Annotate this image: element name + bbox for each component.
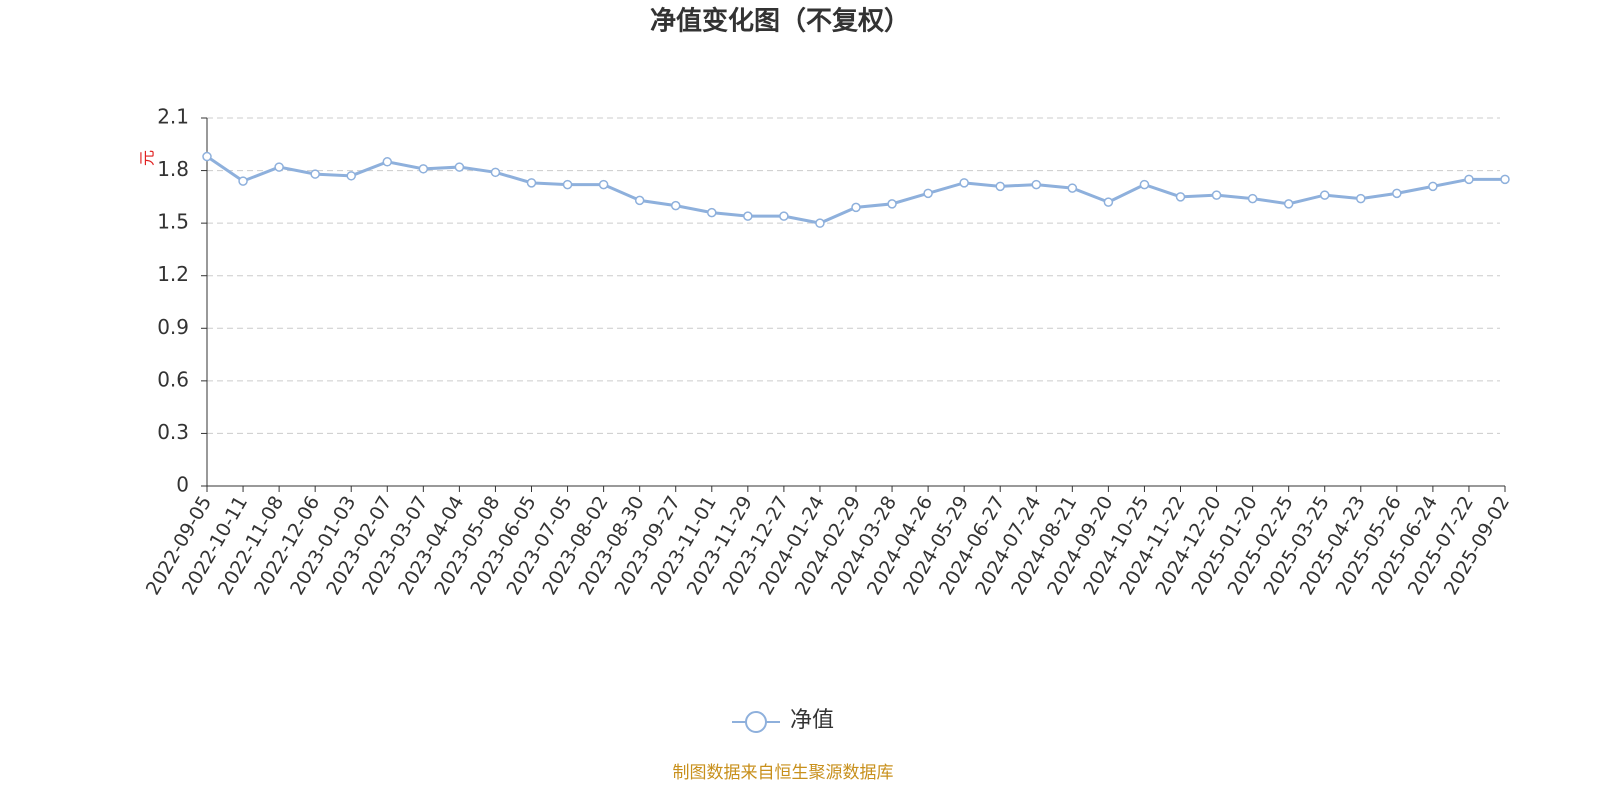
- y-tick-label: 0.6: [157, 367, 189, 391]
- legend-marker: [745, 711, 767, 733]
- point: [887, 199, 897, 209]
- point: [1500, 174, 1510, 185]
- point: [1247, 193, 1258, 204]
- point: [1283, 199, 1294, 209]
- point: [634, 195, 645, 206]
- point: [995, 181, 1005, 192]
- point: [1392, 188, 1402, 199]
- point: [346, 171, 356, 181]
- series-line: [206, 155, 1505, 225]
- point: [454, 162, 465, 172]
- point: [1031, 179, 1042, 190]
- y-tick-label: 1.5: [157, 210, 189, 234]
- y-tick-label: 1.8: [157, 157, 189, 181]
- point: [562, 179, 573, 190]
- y-tick-label: 2.1: [157, 105, 189, 129]
- point: [1464, 174, 1474, 185]
- y-tick-label: 0: [176, 473, 189, 497]
- point: [1139, 179, 1150, 190]
- point: [490, 167, 501, 178]
- point: [923, 188, 933, 199]
- point: [1175, 192, 1186, 202]
- point: [310, 169, 320, 179]
- point: [815, 218, 825, 228]
- point: [779, 211, 789, 221]
- point: [274, 162, 284, 172]
- point: [743, 211, 753, 221]
- y-axis-label: 元: [138, 150, 157, 166]
- source-note: 制图数据来自恒生聚源数据库: [673, 763, 894, 783]
- point: [1211, 190, 1222, 200]
- y-tick-label: 1.2: [157, 262, 189, 286]
- point: [707, 207, 717, 218]
- point: [1428, 181, 1438, 192]
- point: [238, 176, 248, 186]
- point: [202, 151, 212, 162]
- point: [959, 178, 969, 188]
- point: [598, 179, 609, 190]
- y-tick-label: 0.3: [157, 420, 189, 444]
- point: [1356, 193, 1366, 204]
- point: [670, 200, 681, 211]
- point: [851, 202, 861, 213]
- point: [1067, 183, 1078, 193]
- legend-label: 净值: [790, 708, 834, 733]
- point: [526, 178, 537, 188]
- chart-title: 净值变化图（不复权）: [650, 6, 910, 37]
- point: [1103, 197, 1114, 207]
- point: [418, 164, 429, 174]
- y-tick-label: 0.9: [157, 315, 189, 339]
- point: [1319, 190, 1330, 200]
- point: [382, 157, 393, 167]
